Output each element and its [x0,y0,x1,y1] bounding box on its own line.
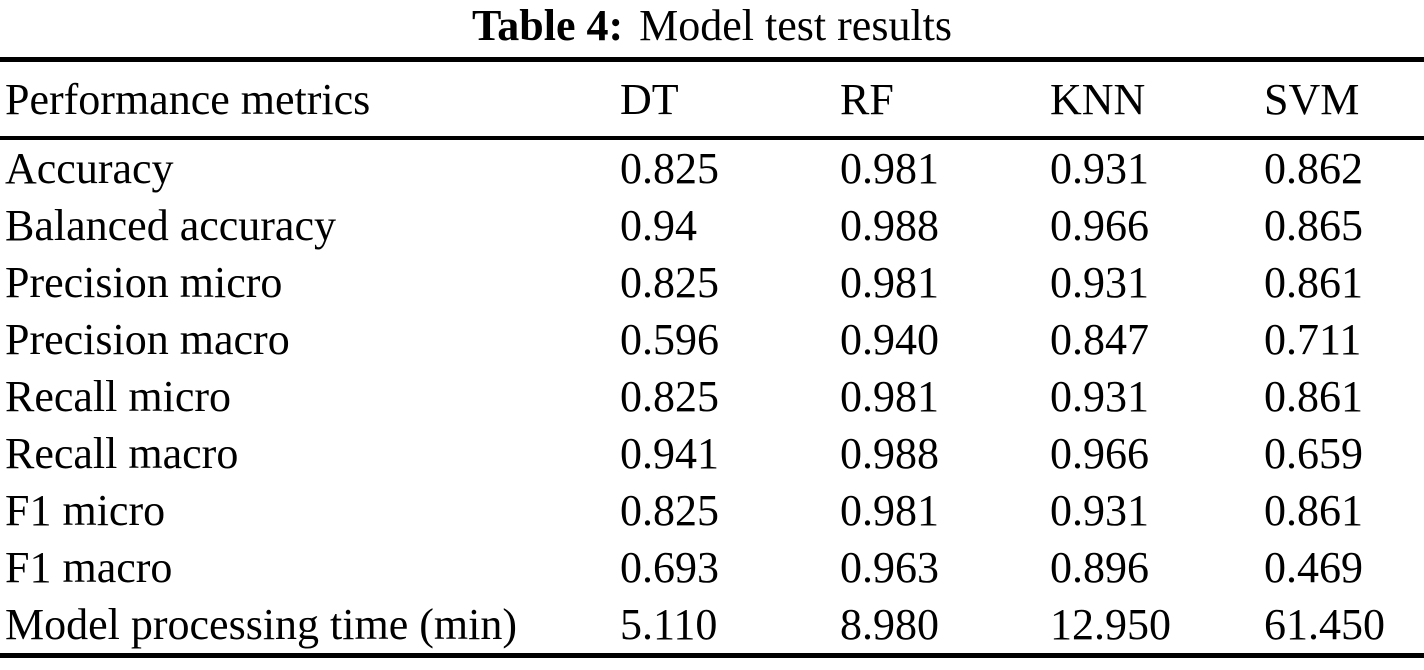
metric-cell: F1 micro [5,486,166,535]
column-header-dt: DT [620,74,679,124]
metric-cell: Recall macro [5,429,239,478]
table-row: F1 micro 0.825 0.981 0.931 0.861 [0,482,1424,539]
value-cell: 0.941 [620,429,719,478]
value-cell: 0.981 [840,258,939,307]
table-caption-label: Table 4: [471,1,624,50]
value-cell: 0.865 [1264,201,1363,250]
table-row: Model processing time (min) 5.110 8.980 … [0,596,1424,656]
value-cell: 0.966 [1050,429,1149,478]
column-header-rf: RF [840,74,894,124]
table-caption-text: Model test results [639,1,953,50]
table-row: F1 macro 0.693 0.963 0.896 0.469 [0,539,1424,596]
value-cell: 0.931 [1050,144,1149,193]
value-cell: 0.469 [1264,543,1363,592]
value-cell: 12.950 [1050,600,1171,649]
value-cell: 0.981 [840,372,939,421]
column-header-knn: KNN [1050,74,1146,124]
value-cell: 0.966 [1050,201,1149,250]
results-table: Performance metrics DT RF KNN SVM Accura… [0,57,1424,658]
metric-cell: F1 macro [5,543,173,592]
value-cell: 0.931 [1050,258,1149,307]
table-row: Precision macro 0.596 0.940 0.847 0.711 [0,311,1424,368]
value-cell: 0.861 [1264,372,1363,421]
value-cell: 61.450 [1264,600,1385,649]
metric-cell: Precision macro [5,315,290,364]
value-cell: 0.862 [1264,144,1363,193]
metric-cell: Model processing time (min) [5,600,518,649]
value-cell: 0.659 [1264,429,1363,478]
value-cell: 0.825 [620,144,719,193]
value-cell: 0.963 [840,543,939,592]
value-cell: 5.110 [620,600,718,649]
value-cell: 0.896 [1050,543,1149,592]
metric-cell: Recall micro [5,372,232,421]
table-row: Balanced accuracy 0.94 0.988 0.966 0.865 [0,197,1424,254]
value-cell: 0.847 [1050,315,1149,364]
value-cell: 0.940 [840,315,939,364]
value-cell: 0.931 [1050,372,1149,421]
table-row: Accuracy 0.825 0.981 0.931 0.862 [0,138,1424,197]
value-cell: 0.861 [1264,258,1363,307]
column-header-metrics: Performance metrics [5,74,371,124]
value-cell: 0.825 [620,372,719,421]
metric-cell: Precision micro [5,258,283,307]
value-cell: 0.981 [840,144,939,193]
value-cell: 0.693 [620,543,719,592]
value-cell: 0.988 [840,201,939,250]
value-cell: 0.931 [1050,486,1149,535]
table-caption: Table 4: Model test results [0,0,1424,57]
table-row: Recall macro 0.941 0.988 0.966 0.659 [0,425,1424,482]
value-cell: 0.94 [620,201,697,250]
header-row: Performance metrics DT RF KNN SVM [0,60,1424,138]
value-cell: 0.988 [840,429,939,478]
value-cell: 8.980 [840,600,939,649]
value-cell: 0.711 [1264,315,1362,364]
value-cell: 0.825 [620,486,719,535]
metric-cell: Accuracy [5,144,174,193]
value-cell: 0.825 [620,258,719,307]
value-cell: 0.596 [620,315,719,364]
table-row: Recall micro 0.825 0.981 0.931 0.861 [0,368,1424,425]
column-header-svm: SVM [1264,74,1360,124]
value-cell: 0.861 [1264,486,1363,535]
value-cell: 0.981 [840,486,939,535]
table-row: Precision micro 0.825 0.981 0.931 0.861 [0,254,1424,311]
metric-cell: Balanced accuracy [5,201,336,250]
